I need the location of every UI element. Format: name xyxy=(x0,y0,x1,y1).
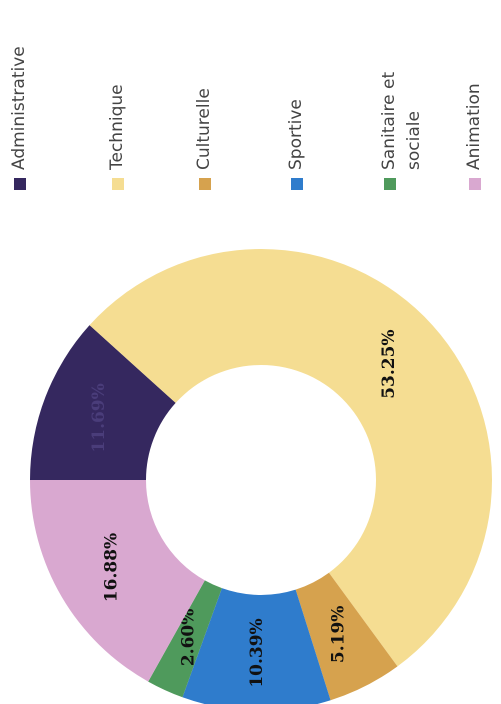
slice-label: 53.25% xyxy=(379,329,399,398)
slice-label: 16.88% xyxy=(101,533,121,602)
rotated-chart: 11.69% 53.25% 5.19% 10.39% 2.60% 16.88% Admini… xyxy=(9,46,492,704)
legend-marker xyxy=(384,178,396,190)
legend-item: Sanitaire et sociale xyxy=(379,71,424,170)
legend-item: Sportive xyxy=(286,99,306,170)
legend-marker xyxy=(199,178,211,190)
donut-slice xyxy=(148,580,222,698)
slice-label: 2.60% xyxy=(179,609,199,667)
legend-marker xyxy=(112,178,124,190)
legend-label: Culturelle xyxy=(194,88,214,170)
legend-marker xyxy=(469,178,481,190)
legend-label: Sportive xyxy=(286,99,306,170)
legend-item: Animation xyxy=(464,83,484,170)
legend-item: Culturelle xyxy=(194,88,214,170)
legend-item: Technique xyxy=(107,84,127,170)
legend-label: Sanitaire et sociale xyxy=(379,71,424,170)
legend-label: Administrative xyxy=(9,46,29,170)
slice-label: 5.19% xyxy=(329,606,349,664)
legend-item: Administrative xyxy=(9,46,29,170)
donut-slice xyxy=(295,572,398,701)
legend-label: Animation xyxy=(464,83,484,170)
legend-marker xyxy=(14,178,26,190)
donut-slice xyxy=(182,588,331,704)
donut-slice xyxy=(30,325,176,480)
legend-label: Technique xyxy=(107,84,127,170)
slice-label: 10.39% xyxy=(247,618,267,687)
slice-label: 11.69% xyxy=(89,383,109,452)
donut-slice xyxy=(89,249,492,667)
donut-slice xyxy=(30,480,205,682)
legend-marker xyxy=(291,178,303,190)
